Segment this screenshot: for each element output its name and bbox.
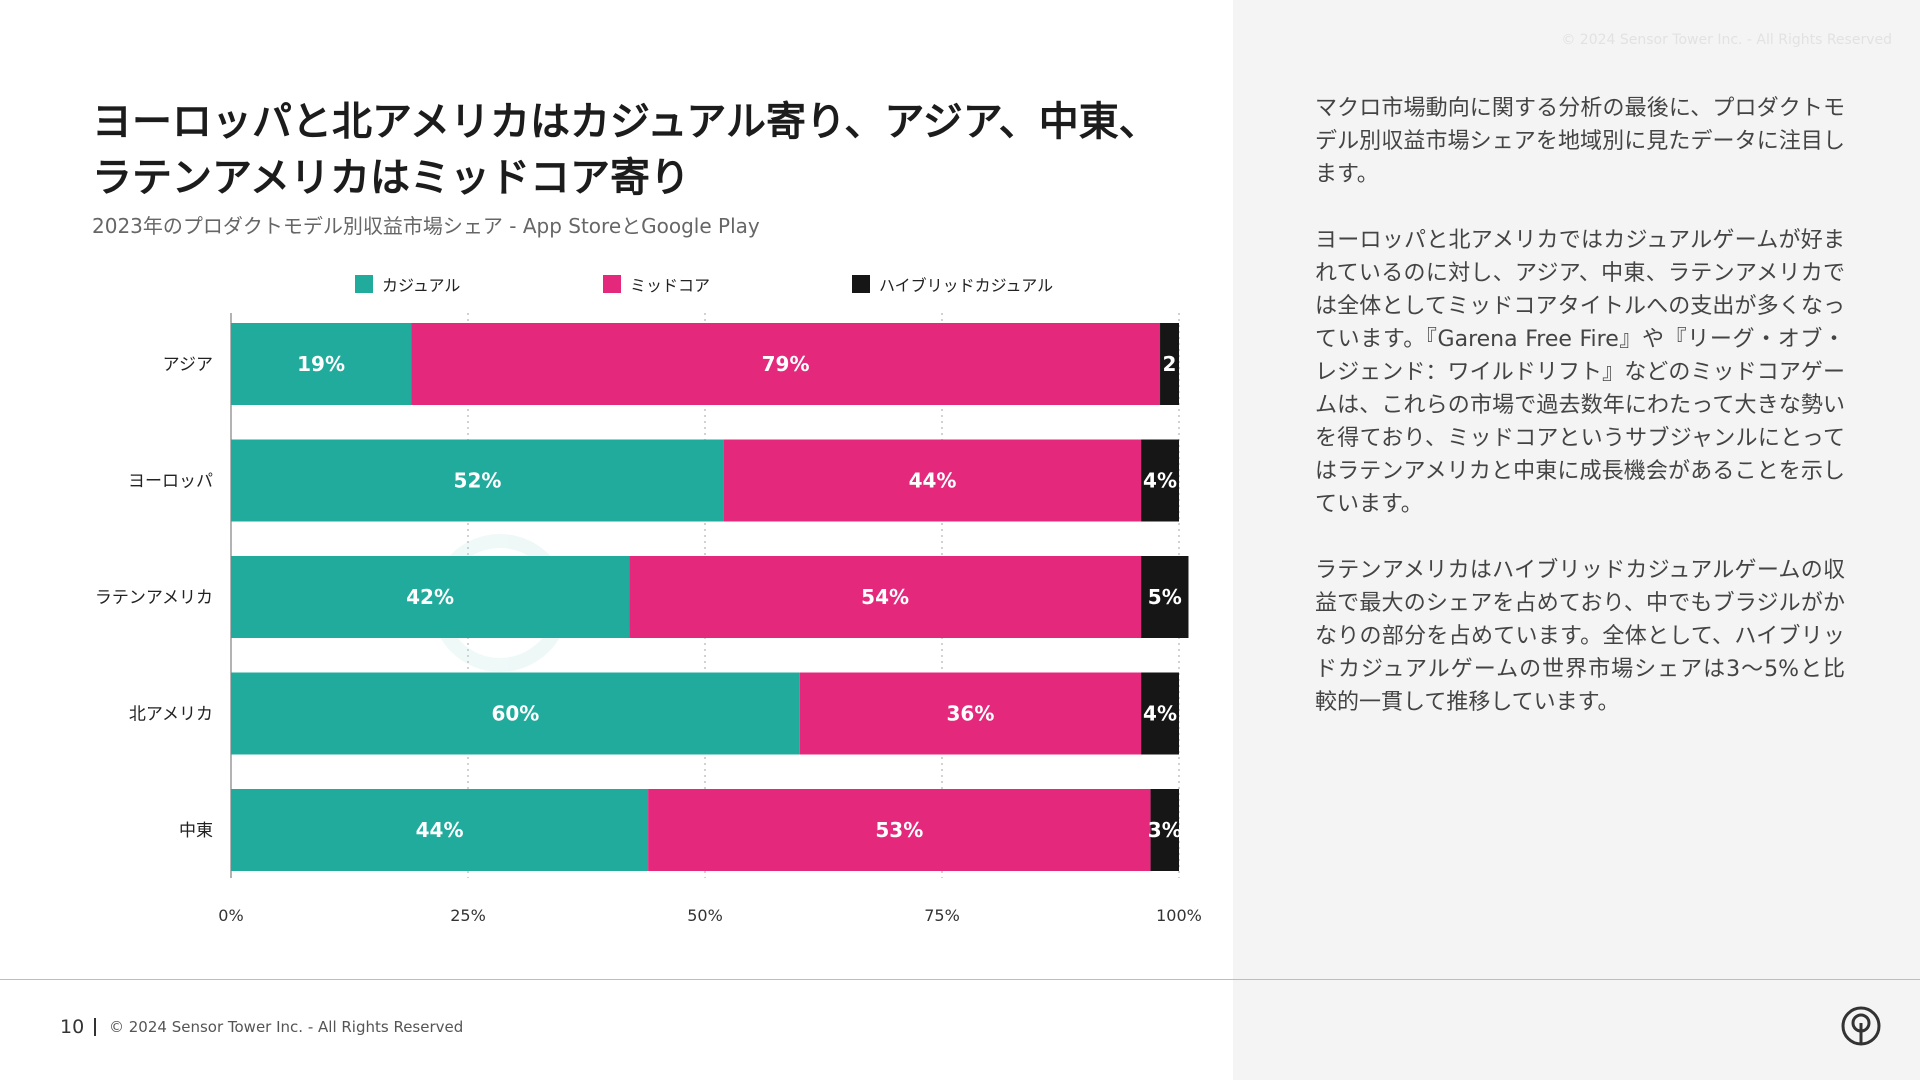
bar-segment [231,556,630,638]
commentary-paragraph: ラテンアメリカはハイブリッドカジュアルゲームの収益で最大のシェアを占めており、中… [1315,558,1845,715]
bar-segment [231,789,649,871]
bars [231,323,1189,871]
legend-label: ハイブリッドカジュアル [879,276,1053,295]
commentary-panel [1233,0,1920,1080]
bar-data-label: 3% [1148,818,1182,842]
category-label: 北アメリカ [129,705,213,725]
bar-data-label: 53% [875,818,923,842]
bar-data-label: 4% [1143,469,1177,493]
bar-segment [799,672,1142,755]
bar-data-label: 19% [297,352,345,376]
bar-segment [231,323,412,405]
footer-separator [94,1018,96,1036]
bar-data-label: 36% [947,702,995,726]
x-tick-label: 75% [924,906,960,925]
bar-segment [723,439,1142,522]
bar-data-label: 4% [1143,702,1177,726]
bar-segment [1141,439,1179,522]
legend-label: ミッドコア [630,276,710,295]
x-tick-label: 25% [450,906,486,925]
x-tick-label: 0% [218,906,243,925]
bar-segment [1141,672,1179,755]
bar-segment [411,323,1161,405]
x-tick-label: 100% [1156,906,1202,925]
commentary-paragraph: ヨーロッパと北アメリカではカジュアルゲームが好まれているのに対し、アジア、中東、… [1315,228,1845,517]
bar-data-label: 54% [861,585,909,609]
bar-segment [1141,556,1189,638]
legend-swatch [852,275,870,293]
commentary-text: マクロ市場動向に関する分析の最後に、プロダクトモデル別収益市場シェアを地域別に見… [1315,92,1845,752]
legend-label: カジュアル [382,276,460,295]
bar-segment [648,789,1151,871]
category-label: 中東 [179,821,213,841]
bar-segment [231,672,800,755]
page-title: ヨーロッパと北アメリカはカジュアル寄り、アジア、中東、 ラテンアメリカはミッドコ… [92,94,1192,206]
bar-labels: 19% 79% 2 52% 44% 4% 42% 54% 5% 60% 36% 4% 44% 53% 3% [297,352,1182,842]
bar-data-label: 44% [416,818,464,842]
footer-divider [0,979,1920,980]
legend: カジュアル ミッドコア ハイブリッドカジュアル [355,275,1053,295]
bar-segment [629,556,1142,638]
footer-copyright: © 2024 Sensor Tower Inc. - All Rights Re… [109,1018,464,1036]
category-label: ラテンアメリカ [95,588,213,608]
commentary-paragraph: マクロ市場動向に関する分析の最後に、プロダクトモデル別収益市場シェアを地域別に見… [1315,96,1845,187]
category-label: アジア [163,355,213,375]
category-label: ヨーロッパ [128,472,213,492]
bar-data-label: 2 [1163,352,1177,376]
legend-swatch [355,275,373,293]
legend-swatch [603,275,621,293]
bar-data-label: 5% [1148,585,1182,609]
bar-segment [1150,789,1179,871]
bar-data-label: 42% [406,585,454,609]
sensor-tower-logo-icon [1841,1006,1881,1046]
bar-data-label: 60% [491,702,539,726]
page-number: 10 [60,1016,85,1038]
bar-segment [1160,323,1179,405]
x-tick-label: 50% [687,906,723,925]
bar-segment [231,439,724,522]
page-title-line-2: ラテンアメリカはミッドコア寄り [92,155,690,201]
bar-data-label: 79% [762,352,810,376]
x-axis-ticks: 0% 25% 50% 75% 100% [218,906,1202,925]
chart-subtitle: 2023年のプロダクトモデル別収益市場シェア - App StoreとGoogl… [92,214,760,238]
page-title-line-1: ヨーロッパと北アメリカはカジュアル寄り、アジア、中東、 [92,99,1159,145]
faint-copyright: © 2024 Sensor Tower Inc. - All Rights Re… [1561,32,1892,48]
bar-data-label: 52% [454,469,502,493]
bar-data-label: 44% [909,469,957,493]
